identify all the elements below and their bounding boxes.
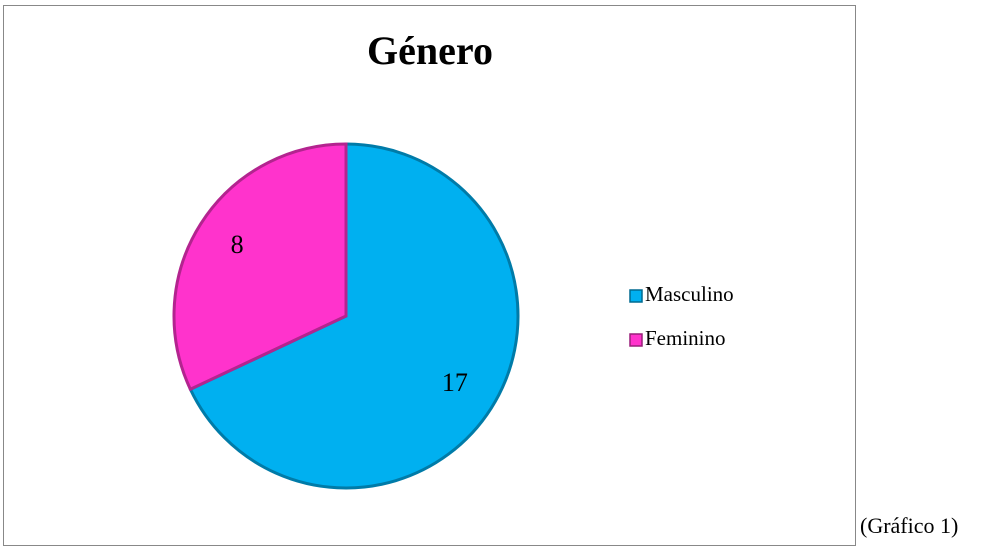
- caption: (Gráfico 1): [860, 513, 958, 538]
- chart-title: Género: [367, 28, 493, 73]
- legend-label: Masculino: [645, 282, 734, 306]
- data-label: 8: [231, 230, 244, 259]
- pie-slice: [172, 142, 348, 392]
- legend-label: Feminino: [645, 326, 726, 350]
- legend-swatch: [629, 333, 643, 347]
- pie-slice: [188, 142, 520, 490]
- legend-swatch: [629, 289, 643, 303]
- data-label: 17: [442, 368, 468, 397]
